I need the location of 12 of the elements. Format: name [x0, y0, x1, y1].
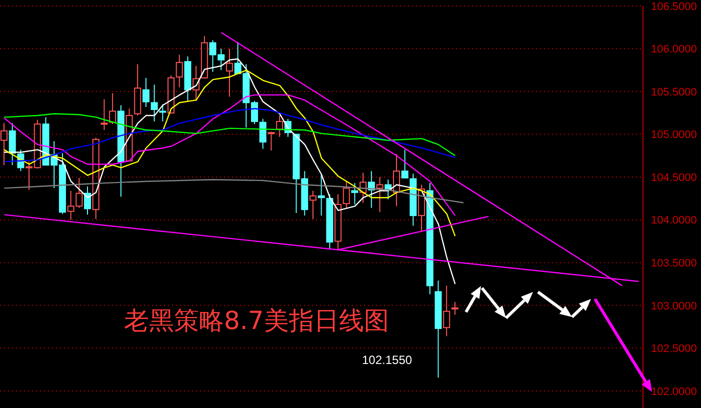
y-tick-label: 106.5000: [651, 0, 697, 13]
y-tick-label: 106.0000: [651, 44, 697, 56]
y-tick-label: 102.0000: [651, 386, 697, 398]
y-tick-label: 104.5000: [651, 172, 697, 184]
y-tick-label: 104.0000: [651, 214, 697, 227]
y-tick-label: 103.5000: [651, 258, 697, 270]
y-tick-label: 102.5000: [651, 343, 697, 356]
y-tick-label: 105.0000: [651, 129, 697, 142]
y-tick-label: 105.5000: [651, 86, 697, 98]
y-tick-label: 103.0000: [651, 300, 697, 312]
annotation: 102.1550: [362, 353, 412, 367]
text: 老黑策略8.7美指日线图: [124, 305, 389, 337]
